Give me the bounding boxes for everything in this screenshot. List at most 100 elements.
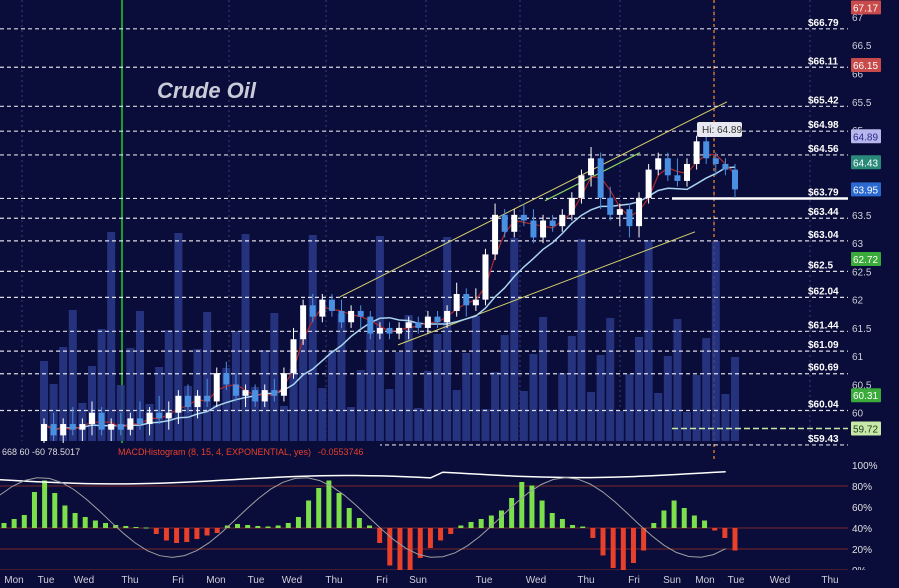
- histogram-bar: [367, 525, 372, 528]
- candle-up: [693, 141, 700, 164]
- axis-tick-label: 65.5: [852, 98, 872, 109]
- price-badge: [851, 0, 881, 15]
- price-badge: [851, 421, 881, 436]
- price-badge: [851, 388, 881, 403]
- volume-bar: [587, 392, 596, 441]
- volume-bar: [471, 316, 480, 441]
- axis-tick-label: 60.5: [852, 380, 872, 391]
- histogram-bar: [732, 528, 738, 551]
- histogram-bar: [702, 520, 708, 528]
- candle-down: [386, 327, 393, 334]
- histogram-bar: [316, 488, 322, 528]
- histogram-bar: [539, 500, 545, 528]
- volume-bar: [519, 391, 528, 441]
- volume-bar: [481, 409, 490, 441]
- histogram-bar: [509, 498, 515, 528]
- histogram-bar: [549, 513, 555, 528]
- macd-value: -0.0553746: [318, 447, 364, 457]
- x-axis-label: Mon: [695, 575, 714, 586]
- histogram-bar: [204, 528, 210, 536]
- histogram-bar: [559, 519, 565, 528]
- candle-up: [396, 327, 403, 334]
- axis-tick-label: 62: [852, 296, 864, 307]
- histogram-bar: [377, 528, 383, 543]
- volume-bar: [452, 390, 461, 441]
- candle-up: [511, 214, 518, 232]
- volume-bar: [327, 351, 336, 441]
- x-axis-label: Wed: [282, 575, 302, 586]
- candle-down: [626, 209, 633, 227]
- histogram-bar: [712, 528, 718, 531]
- histogram-bar: [265, 526, 271, 528]
- candle-down: [732, 169, 738, 190]
- candle-down: [156, 412, 163, 419]
- volume-bar: [606, 318, 615, 441]
- x-axis-label: Mon: [206, 575, 225, 586]
- volume-bar: [107, 232, 116, 441]
- histogram-bar: [194, 528, 200, 539]
- candle-down: [69, 424, 76, 430]
- x-axis-label: Thu: [821, 575, 838, 586]
- candle-up: [108, 424, 115, 430]
- candle-up: [127, 418, 134, 430]
- x-axis-background: [0, 570, 899, 588]
- volume-bar: [241, 234, 250, 441]
- candle-down: [703, 141, 710, 159]
- candle-down: [117, 424, 124, 430]
- volume-bar: [97, 329, 106, 441]
- level-label: $63.79: [808, 187, 839, 198]
- volume-bar: [183, 386, 192, 441]
- histogram-bar: [630, 528, 636, 563]
- volume-bar: [567, 336, 576, 441]
- x-axis-label: Fri: [172, 575, 184, 586]
- candle-up: [616, 209, 623, 215]
- candle-down: [722, 163, 729, 170]
- candle-up: [655, 158, 662, 170]
- level-label: $62.04: [808, 286, 839, 297]
- axis-tick-label: 61: [852, 352, 864, 363]
- histogram-bar: [600, 528, 606, 556]
- candle-up: [492, 214, 499, 255]
- histogram-bar: [407, 528, 413, 571]
- hi-label-text: Hi: 64.89: [702, 125, 742, 136]
- candle-down: [674, 175, 681, 181]
- histogram-bar: [722, 528, 728, 538]
- volume-bar: [731, 357, 739, 441]
- candle-down: [252, 390, 259, 402]
- candle-up: [444, 310, 451, 323]
- candle-up: [588, 158, 595, 176]
- level-label: $61.44: [808, 320, 839, 331]
- volume-bar: [500, 335, 509, 441]
- volume-bar: [164, 330, 173, 441]
- histogram-bar: [295, 517, 301, 528]
- candle-up: [194, 395, 201, 408]
- volume-bar: [212, 405, 221, 441]
- histogram-bar: [245, 525, 251, 528]
- volume-bar: [385, 389, 394, 441]
- candle-up: [146, 412, 153, 425]
- volume-bar: [577, 239, 586, 441]
- histogram-bar: [143, 527, 149, 529]
- histogram-bar: [620, 528, 626, 576]
- volume-bar: [683, 412, 692, 441]
- candle-up: [319, 299, 326, 317]
- price-badge-text: 63.95: [853, 185, 878, 196]
- channel-upper: [339, 101, 728, 298]
- histogram-bar: [72, 513, 78, 528]
- volume-bars: [40, 232, 739, 441]
- level-label: $61.09: [808, 340, 839, 351]
- histogram-bar: [255, 526, 261, 528]
- histogram-bar: [153, 528, 159, 534]
- osc-axis-label: 60%: [852, 503, 872, 514]
- candle-down: [712, 158, 719, 164]
- level-label: $66.79: [808, 18, 839, 29]
- osc-line-white: [0, 470, 726, 485]
- candle-up: [568, 197, 575, 215]
- candle-up: [453, 294, 460, 311]
- histogram-bar: [580, 526, 586, 528]
- volume-bar: [702, 338, 711, 441]
- candle-down: [415, 322, 422, 328]
- candle-down: [520, 214, 527, 221]
- indicator-header: 668 60 -60 78.5017 MACDHistogram (8, 15,…: [0, 443, 380, 459]
